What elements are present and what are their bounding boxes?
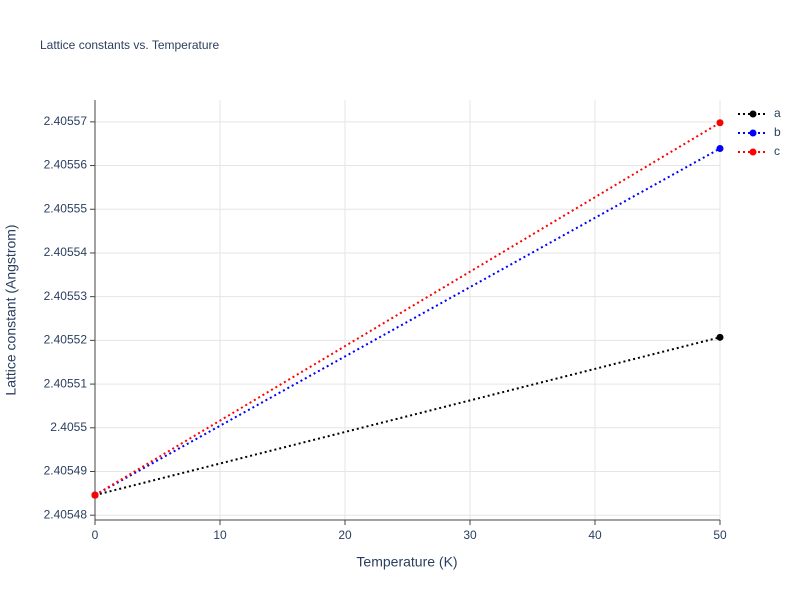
x-tick-label: 0	[92, 528, 99, 542]
legend-label: b	[774, 125, 781, 139]
x-tick-label: 30	[463, 528, 477, 542]
marker	[716, 119, 724, 127]
y-tick-label: 2.40557	[44, 114, 88, 128]
y-tick-label: 2.40548	[44, 507, 88, 521]
x-tick-label: 50	[713, 528, 727, 542]
x-tick-label: 20	[338, 528, 352, 542]
y-tick-label: 2.40551	[44, 376, 88, 390]
legend-label: a	[774, 106, 781, 120]
marker	[716, 145, 724, 153]
y-tick-label: 2.40554	[44, 245, 88, 259]
marker	[716, 333, 724, 341]
series-line	[94, 121, 721, 496]
y-tick-label: 2.40553	[44, 289, 88, 303]
legend-marker	[749, 148, 757, 156]
y-axis-label: Lattice constant (Angstrom)	[3, 224, 19, 395]
x-tick-label: 10	[213, 528, 227, 542]
x-tick-label: 40	[588, 528, 602, 542]
y-tick-label: 2.40549	[44, 464, 88, 478]
x-axis-label: Temperature (K)	[356, 554, 457, 570]
legend-marker	[749, 110, 757, 118]
legend-label: c	[774, 144, 780, 158]
series-line	[94, 147, 721, 496]
legend-marker	[749, 129, 757, 137]
y-tick-label: 2.4055	[50, 420, 87, 434]
y-tick-label: 2.40552	[44, 333, 88, 347]
chart-title: Lattice constants vs. Temperature	[40, 38, 220, 52]
y-tick-label: 2.40556	[44, 158, 88, 172]
marker	[91, 491, 99, 499]
y-tick-label: 2.40555	[44, 201, 88, 215]
